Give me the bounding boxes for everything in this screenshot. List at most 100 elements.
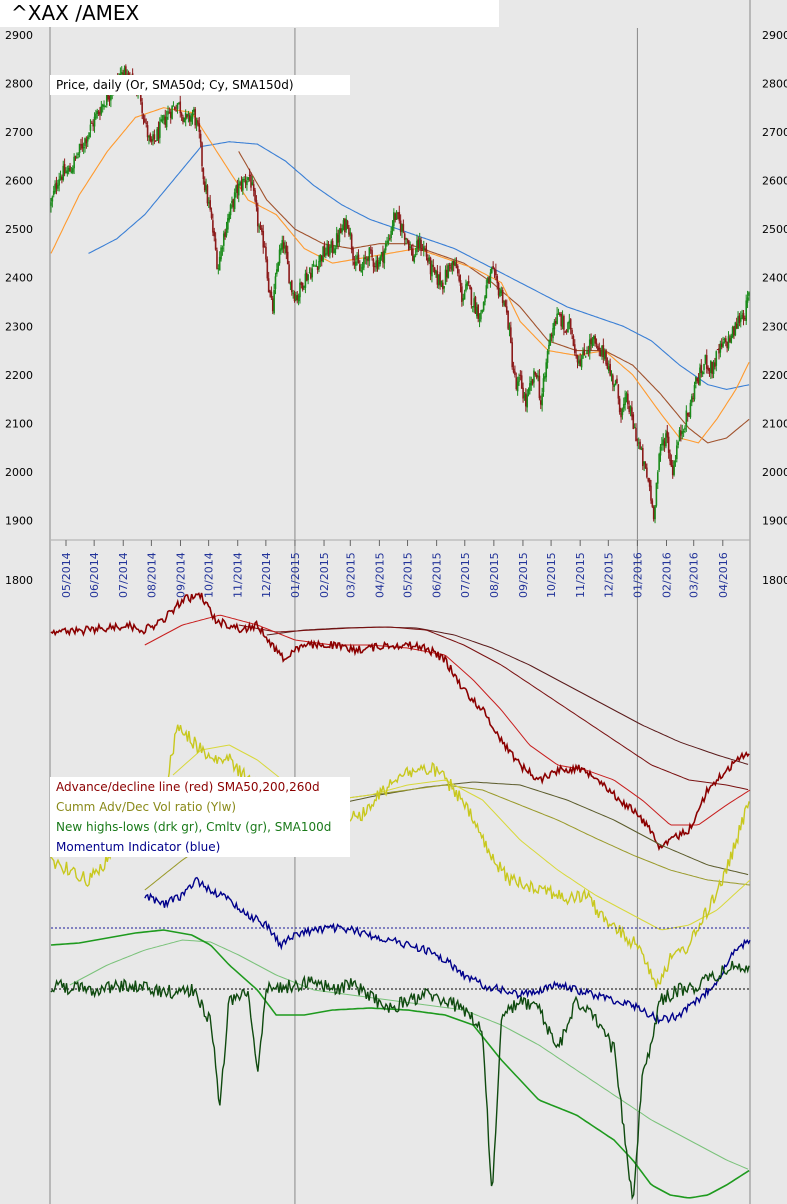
candle-body	[312, 264, 315, 267]
candle-body	[748, 292, 750, 296]
candle-body	[78, 143, 81, 154]
candle-body	[519, 374, 522, 376]
candle-body	[304, 273, 307, 288]
candle-body	[210, 211, 213, 218]
candle-body	[437, 274, 440, 286]
candle-body	[636, 439, 639, 441]
candle-body	[561, 316, 564, 327]
candle-body	[233, 192, 236, 210]
price-legend-text: Price, daily (Or, SMA50d; Cy, SMA150d)	[56, 78, 294, 92]
candle-body	[175, 110, 177, 112]
candle-body	[497, 282, 500, 296]
candle-body	[610, 373, 613, 376]
candle-body	[218, 256, 221, 271]
candle-body	[652, 506, 655, 520]
candle-body	[640, 448, 643, 450]
candle-body	[142, 115, 145, 120]
candle-body	[661, 443, 663, 446]
candle-body	[417, 239, 420, 249]
candle-body	[673, 461, 675, 475]
candle-body	[395, 211, 398, 220]
candle-body	[291, 280, 293, 293]
candle-body	[492, 266, 494, 269]
candle-body	[141, 102, 143, 113]
candle-body	[174, 106, 176, 110]
candle-body	[386, 240, 388, 243]
candle-body	[187, 113, 190, 116]
candle-body	[239, 181, 241, 185]
candle-body	[71, 168, 74, 173]
candle-body	[165, 116, 168, 128]
candle-body	[735, 323, 738, 329]
candle-body	[599, 349, 602, 357]
candle-body	[625, 393, 628, 400]
candle-body	[462, 298, 465, 301]
candle-body	[727, 336, 730, 349]
candle-body	[681, 431, 684, 434]
candle-body	[93, 116, 96, 127]
y-tick-label-left: 2000	[5, 466, 33, 479]
axes-layer: 1900 1900 2000 2000 2100 2100 2200 2200 2300 2300…	[5, 29, 787, 598]
candle-body	[326, 243, 328, 254]
candle-body	[368, 247, 371, 261]
candle-body	[511, 342, 513, 368]
candle-body	[369, 249, 372, 251]
candle-body	[716, 349, 719, 351]
candle-body	[103, 104, 105, 108]
candle-body	[202, 168, 205, 180]
candle-body	[101, 104, 104, 107]
candle-body	[467, 281, 470, 284]
candle-body	[169, 111, 172, 118]
candle-body	[654, 505, 656, 520]
candle-body	[493, 269, 496, 272]
x-tick-label: 05/2014	[60, 552, 73, 598]
candle-body	[100, 106, 103, 114]
candle-body	[208, 202, 210, 204]
x-tick-label: 01/2016	[631, 552, 644, 598]
y-tick-label-right: 1900	[762, 515, 787, 528]
candle-body	[190, 116, 192, 122]
candle-body	[337, 234, 339, 243]
candle-body	[696, 378, 699, 382]
candle-body	[642, 447, 644, 467]
candle-body	[685, 410, 688, 427]
candle-body	[198, 123, 201, 132]
candle-body	[523, 395, 526, 398]
candle-body	[699, 367, 701, 385]
candle-body	[282, 242, 285, 249]
candle-body	[443, 286, 445, 289]
candle-body	[469, 285, 471, 290]
candle-body	[213, 231, 216, 237]
candle-body	[662, 439, 665, 445]
candle-body	[414, 254, 417, 256]
candle-body	[693, 385, 696, 400]
candle-body	[191, 113, 194, 119]
candle-body	[150, 138, 153, 142]
adline-sma200	[238, 624, 749, 791]
candle-body	[380, 252, 383, 257]
candle-body	[448, 264, 451, 266]
candle-body	[621, 408, 624, 416]
candle-body	[301, 282, 304, 290]
candle-body	[439, 272, 441, 285]
candle-body	[624, 397, 626, 405]
candle-body	[310, 273, 312, 279]
candle-body	[609, 364, 611, 376]
candle-body	[359, 264, 361, 271]
candle-body	[409, 246, 411, 248]
candle-body	[508, 325, 511, 331]
candle-body	[632, 414, 635, 429]
candle-body	[507, 310, 509, 329]
candle-body	[726, 341, 728, 349]
candle-body	[564, 331, 567, 333]
candle-body	[583, 349, 586, 356]
candle-body	[67, 168, 70, 172]
candle-body	[299, 282, 301, 298]
candle-body	[184, 112, 187, 120]
candle-body	[545, 362, 548, 378]
candle-body	[316, 266, 319, 270]
candle-body	[463, 292, 466, 300]
candle-body	[330, 241, 333, 248]
candle-body	[322, 246, 324, 263]
sma150-line	[88, 141, 750, 390]
